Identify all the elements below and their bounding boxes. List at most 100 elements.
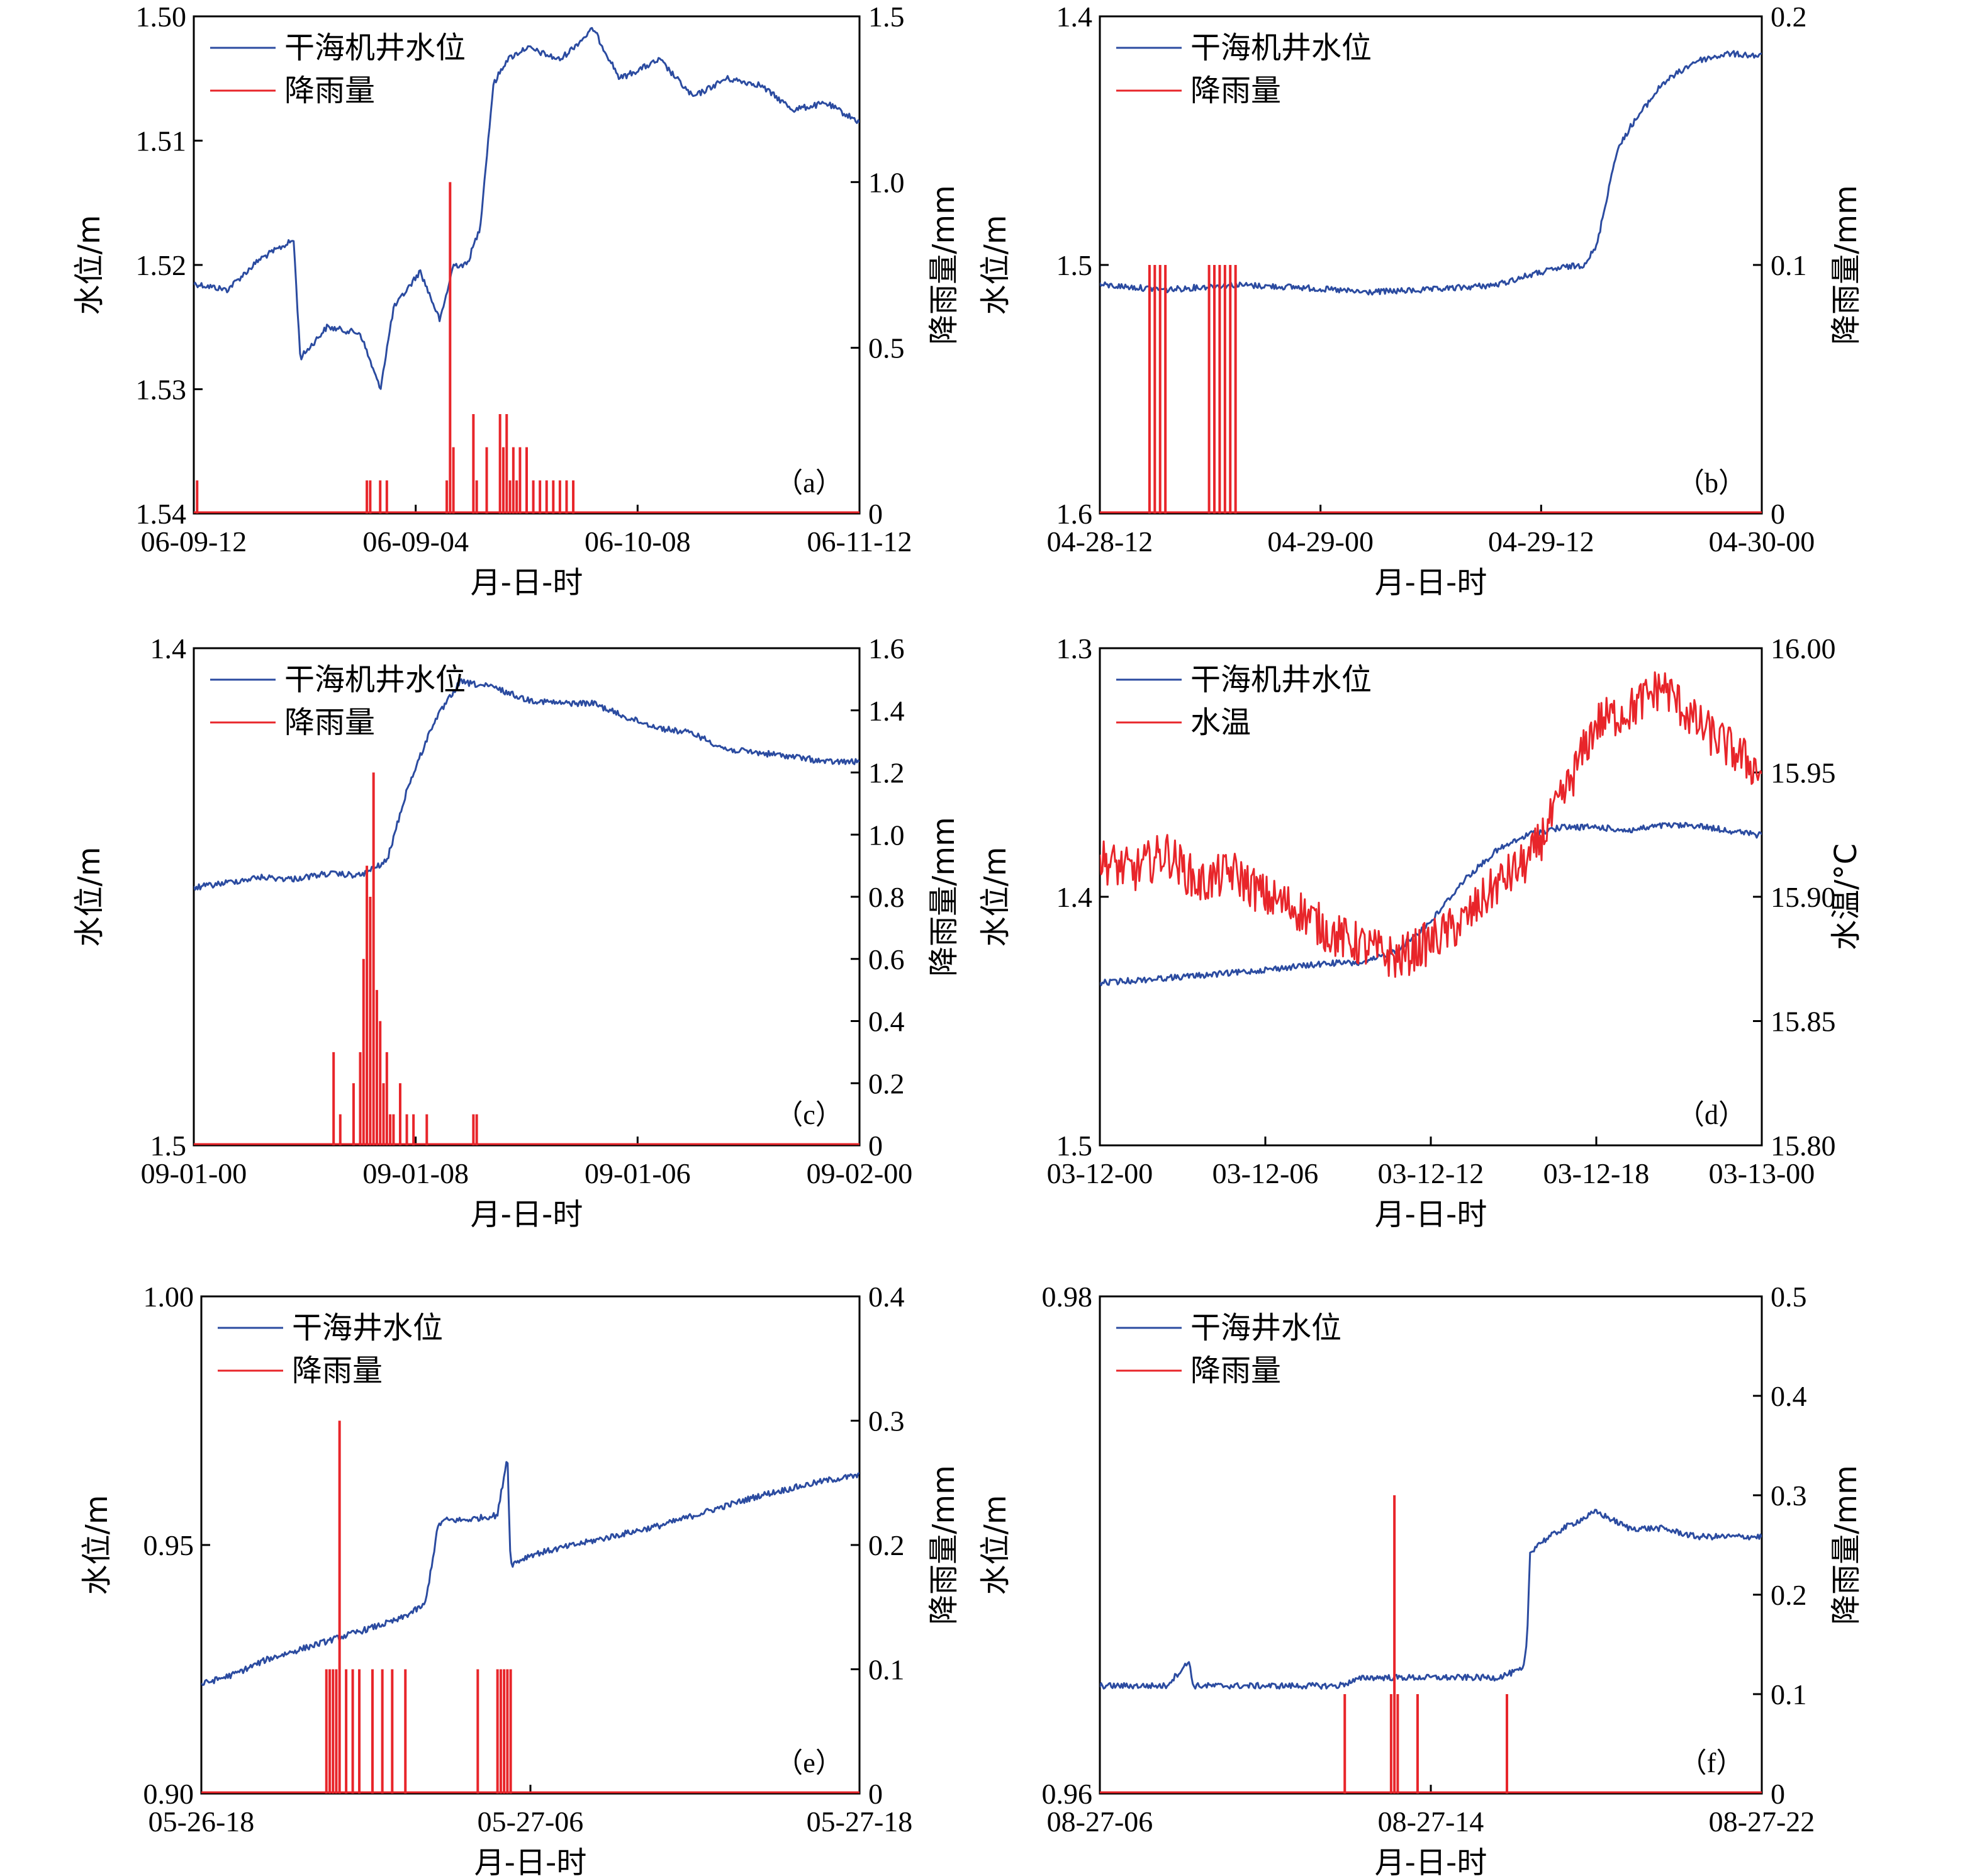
x-tick-label: 08-27-06 [1047, 1806, 1153, 1838]
panel-e: 0.90 0.95 1.00 0 0.1 0.2 0.3 0.4 05-26-18 05-27-0… [79, 1281, 961, 1876]
left-tick-label: 1.5 [150, 1130, 187, 1162]
water-level-line [1100, 821, 1762, 987]
x-tick-label: 06-10-08 [585, 525, 691, 558]
x-tick-label: 09-01-08 [362, 1157, 469, 1189]
left-tick-label: 1.52 [136, 249, 187, 281]
left-tick-label: 0.98 [1042, 1281, 1093, 1313]
x-axis-label: 月-日-时 [1375, 1197, 1487, 1232]
right-tick-label: 0 [1771, 498, 1785, 530]
right-tick-label: 1.2 [868, 757, 905, 789]
y-axis-right-label: 降雨量/mm [926, 185, 961, 345]
x-tick-label: 09-02-00 [807, 1157, 913, 1189]
left-tick-label: 1.50 [136, 1, 187, 33]
y-axis-left-label: 水位/m [72, 847, 107, 947]
x-axis-label: 月-日-时 [471, 565, 583, 600]
x-tick-label: 05-26-18 [148, 1806, 255, 1838]
left-tick-label: 1.3 [1056, 632, 1093, 665]
panel-label: （e） [775, 1748, 843, 1778]
x-tick-label: 03-13-00 [1709, 1157, 1815, 1189]
right-tick-label: 0 [868, 498, 883, 530]
right-tick-label: 0.3 [868, 1405, 905, 1437]
y-axis-right-label: 降雨量/mm [1828, 185, 1864, 345]
panel-b: 1.4 1.5 1.6 0 0.1 0.2 04-28-12 04-29-00 04-29-12… [978, 1, 1864, 600]
right-tick-label: 15.80 [1771, 1130, 1836, 1162]
right-tick-label: 16.00 [1771, 632, 1836, 665]
left-tick-label: 0.96 [1042, 1778, 1093, 1810]
right-tick-label: 0.2 [868, 1529, 905, 1561]
legend-label: 水温 [1190, 705, 1251, 740]
x-axis-label: 月-日-时 [471, 1197, 583, 1232]
left-tick-label: 1.4 [1056, 1, 1093, 33]
y-axis-left-label: 水位/m [978, 847, 1013, 947]
x-tick-label: 04-29-12 [1488, 525, 1594, 558]
legend-label: 降雨量 [292, 1353, 383, 1388]
left-tick-label: 1.5 [1056, 1130, 1093, 1162]
x-tick-label: 09-01-00 [141, 1157, 247, 1189]
panel-label: （b） [1677, 468, 1746, 498]
legend-label: 降雨量 [1190, 1353, 1281, 1388]
right-tick-label: 0 [868, 1130, 883, 1162]
right-tick-label: 1.6 [868, 632, 905, 665]
legend-label: 干海机井水位 [284, 662, 466, 697]
y-axis-right-label: 降雨量/mm [926, 1465, 961, 1625]
right-tick-label: 0.1 [868, 1654, 905, 1686]
left-tick-label: 1.5 [1056, 249, 1093, 281]
left-tick-label: 1.4 [150, 632, 187, 665]
panel-f: 0.96 0.98 0 0.1 0.2 0.3 0.4 0.5 08-27-06 08-27-14… [978, 1281, 1864, 1876]
right-tick-label: 0.2 [1771, 1, 1807, 33]
x-tick-label: 06-09-04 [362, 525, 469, 558]
x-tick-label: 03-12-00 [1047, 1157, 1153, 1189]
right-tick-label: 0.1 [1771, 1678, 1807, 1710]
x-tick-label: 08-27-14 [1378, 1806, 1484, 1838]
x-axis-label: 月-日-时 [1375, 1845, 1487, 1876]
water-level-line [194, 26, 859, 390]
right-tick-label: 1.4 [868, 695, 905, 727]
right-tick-label: 0.8 [868, 881, 905, 913]
y-axis-left-label: 水位/m [978, 1495, 1013, 1595]
panel-label: （a） [775, 468, 843, 498]
y-axis-left-label: 水位/m [79, 1495, 115, 1595]
legend-label: 降雨量 [284, 705, 375, 740]
y-axis-right-label: 降雨量/mm [1828, 1465, 1864, 1625]
x-tick-label: 03-12-12 [1378, 1157, 1484, 1189]
right-tick-label: 0.1 [1771, 249, 1807, 281]
left-tick-label: 1.51 [136, 125, 187, 157]
right-tick-label: 1.0 [868, 819, 905, 851]
left-tick-label: 1.53 [136, 374, 187, 406]
panel-a: 1.50 1.51 1.52 1.53 1.54 0 0.5 1.0 1.5 06-09-12 06… [72, 1, 961, 600]
water-level-line [201, 1461, 859, 1687]
panel-label: （d） [1677, 1099, 1746, 1130]
panel-label: （f） [1679, 1748, 1744, 1778]
x-tick-label: 05-27-06 [478, 1806, 584, 1838]
right-tick-label: 15.90 [1771, 881, 1836, 913]
right-tick-label: 1.5 [868, 1, 905, 33]
left-tick-label: 1.6 [1056, 498, 1093, 530]
x-tick-label: 09-01-06 [585, 1157, 691, 1189]
x-tick-label: 04-28-12 [1047, 525, 1153, 558]
y-axis-right-label: 降雨量/mm [926, 817, 961, 977]
left-tick-label: 1.00 [143, 1281, 194, 1313]
x-axis-label: 月-日-时 [1375, 565, 1487, 600]
y-axis-left-label: 水位/m [978, 215, 1013, 315]
right-tick-label: 0.3 [1771, 1480, 1807, 1512]
legend-label: 降雨量 [284, 73, 375, 108]
right-tick-label: 0.6 [868, 943, 905, 975]
legend-label: 降雨量 [1190, 73, 1281, 108]
right-tick-label: 0.4 [868, 1006, 905, 1038]
x-axis-label: 月-日-时 [474, 1845, 587, 1876]
right-tick-label: 0.4 [1771, 1380, 1807, 1412]
right-tick-label: 15.95 [1771, 757, 1836, 789]
left-tick-label: 0.90 [143, 1778, 194, 1810]
x-tick-label: 04-29-00 [1267, 525, 1374, 558]
y-axis-right-label: 水温/°C [1828, 843, 1864, 950]
right-tick-label: 0 [1771, 1778, 1785, 1810]
x-tick-label: 04-30-00 [1709, 525, 1815, 558]
left-tick-label: 1.4 [1056, 881, 1093, 913]
x-tick-label: 03-12-18 [1543, 1157, 1650, 1189]
left-tick-label: 1.54 [136, 498, 187, 530]
left-tick-label: 0.95 [143, 1529, 194, 1561]
legend-label: 干海机井水位 [1190, 662, 1372, 697]
legend-label: 干海井水位 [292, 1310, 443, 1345]
y-axis-left-label: 水位/m [72, 215, 107, 315]
